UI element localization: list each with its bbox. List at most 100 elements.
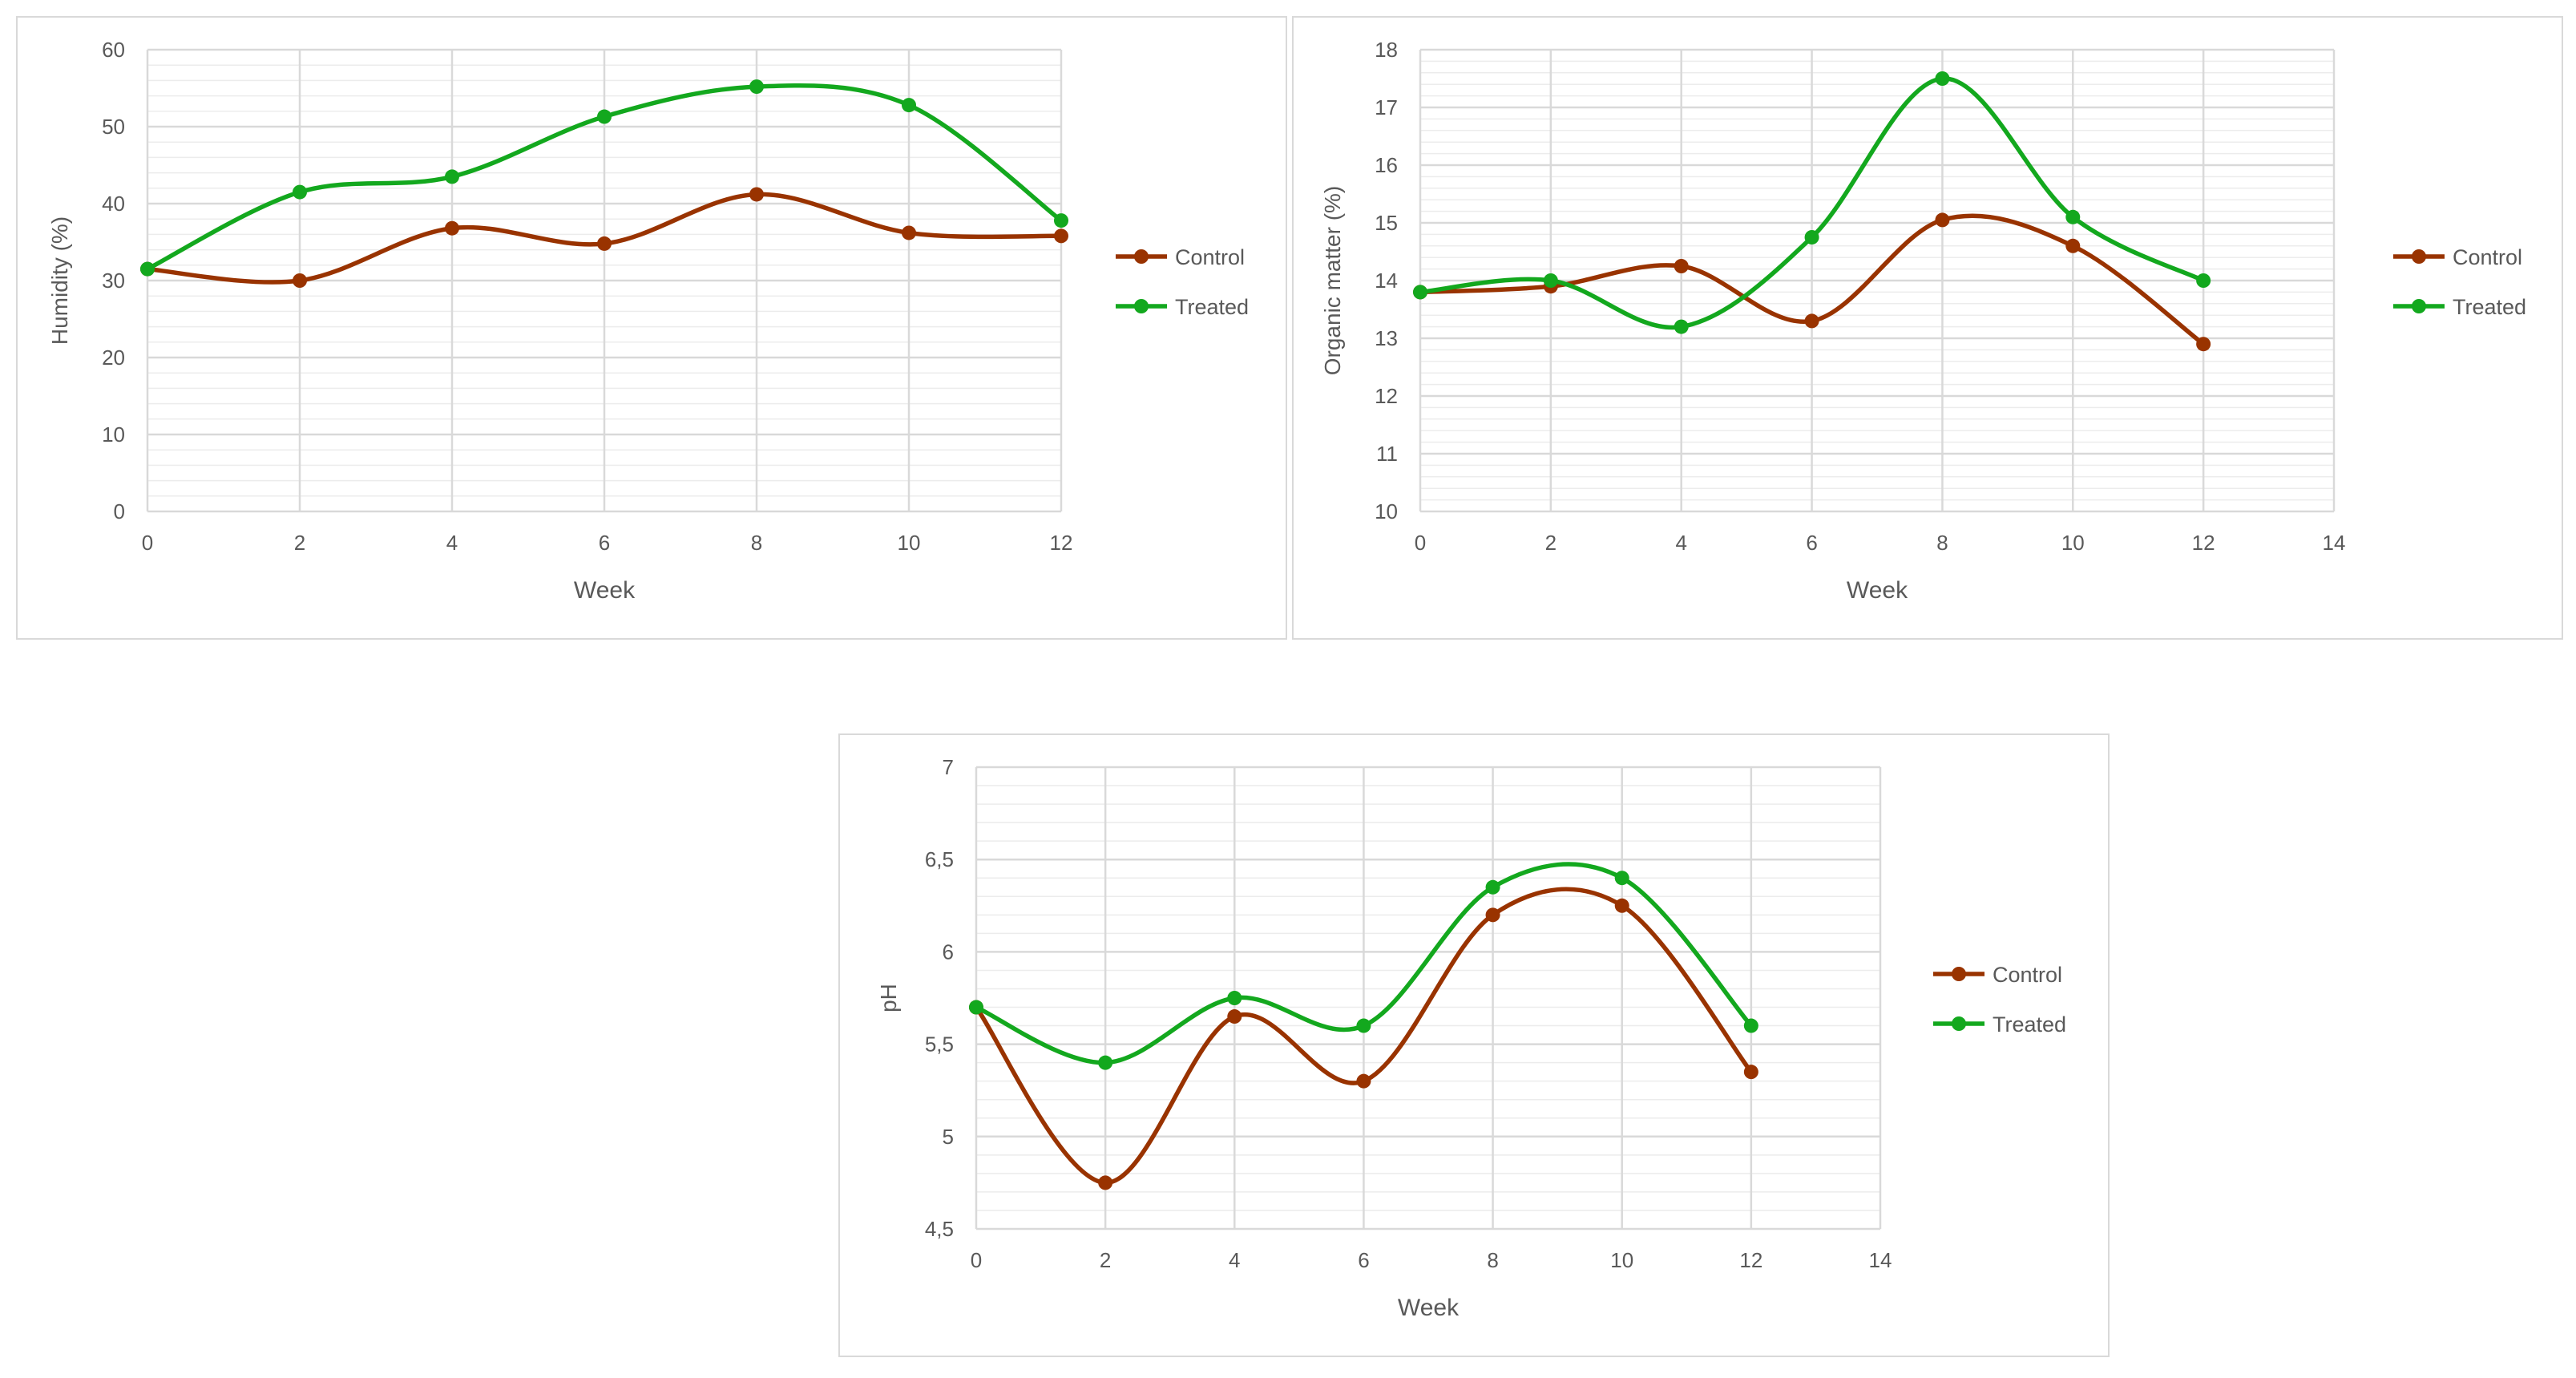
- legend-treated: Treated: [2393, 295, 2526, 319]
- y-tick-label: 16: [1375, 153, 1398, 177]
- y-axis-title: Humidity (%): [47, 216, 72, 345]
- control-point: [1356, 1073, 1371, 1089]
- grid: [975, 766, 1882, 1231]
- legend-label: Treated: [1175, 295, 1249, 319]
- x-axis-title: Week: [1398, 1295, 1460, 1321]
- legend-label: Control: [2453, 245, 2522, 269]
- legend-marker: [2412, 249, 2426, 264]
- control-point: [2065, 238, 2081, 253]
- control-point: [445, 220, 459, 236]
- legend-label: Control: [1993, 963, 2062, 987]
- treated-point: [1054, 213, 1068, 228]
- series-treated: [140, 79, 1068, 277]
- grid: [146, 48, 1063, 513]
- y-tick-label: 10: [102, 422, 125, 447]
- y-tick-label: 14: [1375, 269, 1398, 293]
- x-tick-label: 12: [1739, 1248, 1762, 1272]
- treated-point: [445, 169, 459, 184]
- y-tick-label: 6: [943, 940, 954, 964]
- y-tick-label: 13: [1375, 326, 1398, 350]
- ph-chart-panel: 4,5 5 5,5 6 6,5 7 0 2 4 6 8 10 12 14 Week pH Control Trea…: [838, 733, 2110, 1357]
- x-tick-label: 8: [1936, 531, 1948, 555]
- x-tick-label: 6: [599, 531, 610, 555]
- y-axis-title: Organic matter (%): [1320, 186, 1345, 376]
- control-point: [902, 225, 916, 240]
- humidity-chart-panel: 0 10 20 30 40 50 60 0 2 4 6 8 10 12 Week Humidity (%) Co…: [16, 16, 1287, 640]
- y-tick-label: 7: [943, 755, 954, 779]
- x-tick-label: 6: [1806, 531, 1817, 555]
- control-point: [1614, 898, 1629, 913]
- treated-point: [1743, 1018, 1758, 1033]
- y-tick-label: 11: [1376, 442, 1398, 466]
- x-tick-label: 8: [1487, 1248, 1498, 1272]
- y-tick-label: 20: [102, 346, 125, 370]
- control-point: [1743, 1065, 1758, 1080]
- treated-point: [1543, 273, 1558, 288]
- y-tick-label: 40: [102, 192, 125, 216]
- x-tick-label: 12: [2192, 531, 2215, 555]
- treated-point: [1935, 71, 1950, 86]
- x-tick-label: 4: [1229, 1248, 1240, 1272]
- legend-label: Control: [1175, 245, 1245, 269]
- legend-control: Control: [1116, 245, 1245, 269]
- control-point: [2196, 337, 2211, 352]
- treated-point: [1804, 230, 1819, 244]
- ph-chart: 4,5 5 5,5 6 6,5 7 0 2 4 6 8 10 12 14 Week pH Control Trea…: [876, 755, 2066, 1321]
- x-tick-label: 0: [142, 531, 153, 555]
- control-point: [1054, 228, 1068, 244]
- x-tick-label: 14: [1869, 1248, 1892, 1272]
- treated-point: [597, 109, 612, 124]
- legend-treated: Treated: [1116, 295, 1249, 319]
- x-axis-title: Week: [574, 577, 636, 604]
- x-tick-label: 10: [898, 531, 921, 555]
- treated-point: [1413, 285, 1427, 300]
- x-tick-label: 2: [294, 531, 305, 555]
- treated-point: [2065, 209, 2081, 224]
- legend-marker: [1134, 299, 1149, 313]
- legend-marker: [1134, 249, 1149, 264]
- x-tick-label: 10: [1610, 1248, 1633, 1272]
- treated-point: [2196, 273, 2211, 288]
- treated-point: [969, 1000, 983, 1015]
- control-point: [1935, 212, 1950, 228]
- y-tick-label: 60: [102, 38, 125, 62]
- legend-label: Treated: [1993, 1012, 2066, 1037]
- control-point: [293, 273, 307, 288]
- treated-point: [1098, 1055, 1113, 1070]
- treated-point: [1485, 879, 1500, 895]
- x-axis-title: Week: [1847, 577, 1908, 604]
- control-point: [1674, 259, 1689, 273]
- legend-marker: [1952, 1016, 1966, 1031]
- y-axis-title: pH: [876, 984, 901, 1012]
- y-tick-label: 30: [102, 269, 125, 293]
- x-tick-label: 2: [1100, 1248, 1111, 1272]
- x-tick-label: 6: [1358, 1248, 1369, 1272]
- control-point: [1485, 907, 1500, 923]
- y-tick-label: 0: [114, 499, 125, 523]
- x-tick-label: 2: [1545, 531, 1557, 555]
- treated-point: [1674, 319, 1689, 334]
- legend-control: Control: [2393, 245, 2522, 269]
- grid: [1419, 48, 2336, 513]
- x-tick-label: 4: [1675, 531, 1686, 555]
- x-tick-label: 12: [1050, 531, 1073, 555]
- treated-point: [293, 184, 307, 200]
- treated-point: [1356, 1018, 1371, 1033]
- treated-point: [140, 261, 155, 277]
- y-tick-label: 5,5: [925, 1032, 954, 1057]
- legend-treated: Treated: [1933, 1012, 2066, 1037]
- control-point: [597, 236, 612, 251]
- humidity-chart: 0 10 20 30 40 50 60 0 2 4 6 8 10 12 Week Humidity (%) Co…: [47, 38, 1249, 604]
- y-tick-label: 12: [1375, 384, 1398, 408]
- x-tick-label: 0: [1415, 531, 1426, 555]
- legend-label: Treated: [2453, 295, 2526, 319]
- x-tick-label: 8: [751, 531, 762, 555]
- y-tick-label: 50: [102, 115, 125, 139]
- y-tick-label: 10: [1375, 499, 1398, 523]
- treated-point: [1227, 991, 1242, 1005]
- y-tick-label: 17: [1375, 95, 1398, 119]
- legend-control: Control: [1933, 963, 2062, 987]
- control-point: [1227, 1009, 1242, 1024]
- legend-marker: [2412, 299, 2426, 313]
- y-tick-label: 4,5: [925, 1217, 954, 1241]
